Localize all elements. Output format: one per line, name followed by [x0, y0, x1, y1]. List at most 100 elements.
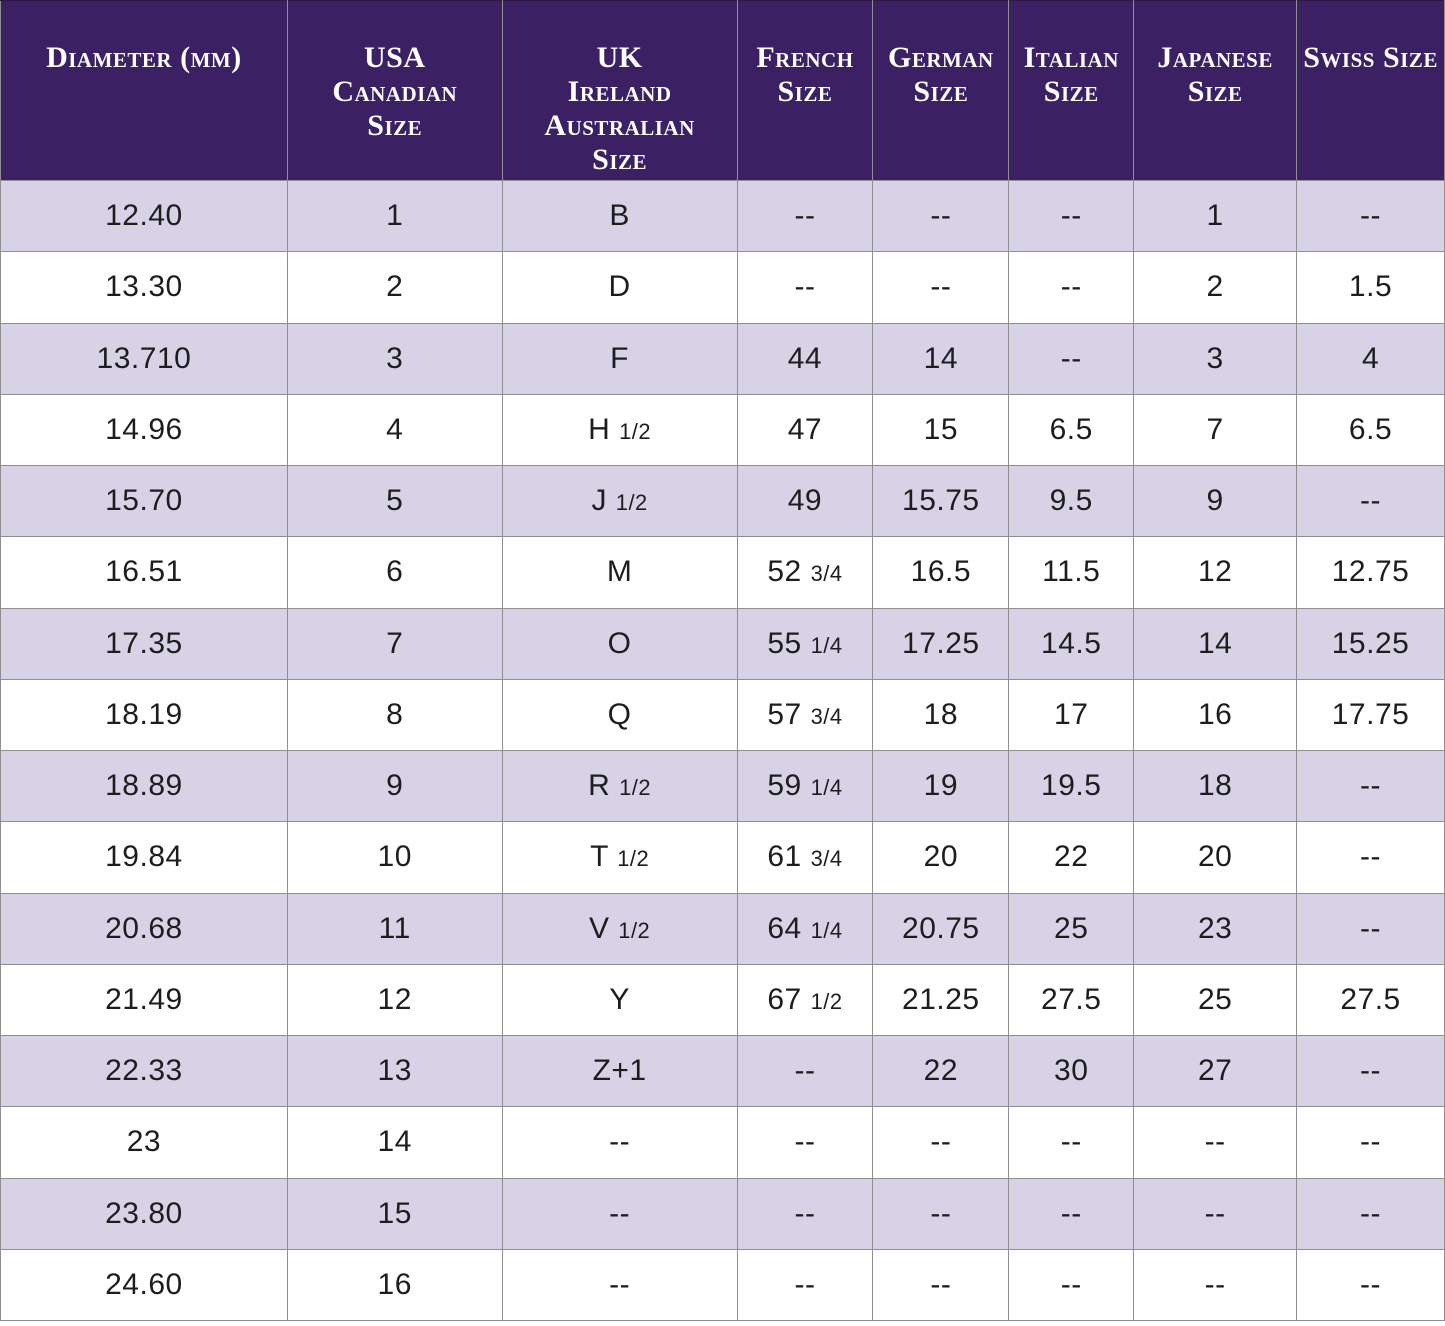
cell-diameter: 15.70	[0, 464, 288, 538]
fraction-text: 1/4	[810, 632, 843, 658]
cell-uk-ireland-australian: O	[501, 607, 738, 680]
table-row: 12.40 1 B -- -- -- 1 --	[0, 179, 1445, 253]
cell-diameter: 23.80	[0, 1177, 288, 1250]
cell-swiss: --	[1296, 179, 1445, 253]
cell-diameter: 24.60	[0, 1248, 288, 1322]
cell-diameter: 12.40	[0, 179, 288, 253]
cell-diameter: 21.49	[0, 963, 288, 1037]
cell-german: 19	[872, 749, 1010, 823]
cell-uk-ireland-australian: M	[501, 536, 738, 609]
table-row: 23 14 -- -- -- -- -- --	[0, 1106, 1445, 1179]
fraction-text: 3/4	[810, 703, 843, 729]
cell-italian: 17	[1008, 678, 1135, 752]
cell-uk-ireland-australian: --	[501, 1106, 738, 1179]
cell-swiss: --	[1296, 1034, 1445, 1108]
cell-japanese: --	[1133, 1177, 1298, 1250]
cell-swiss: --	[1296, 1177, 1445, 1250]
cell-italian: 22	[1008, 821, 1135, 894]
cell-swiss: --	[1296, 1248, 1445, 1322]
cell-usa-canadian: 4	[286, 393, 503, 467]
cell-uk-ireland-australian: J 1/2	[501, 464, 738, 538]
cell-uk-ireland-australian: --	[501, 1177, 738, 1250]
cell-diameter: 16.51	[0, 536, 288, 609]
cell-italian: 11.5	[1008, 536, 1135, 609]
cell-usa-canadian: 15	[286, 1177, 503, 1250]
cell-uk-ireland-australian: Z+1	[501, 1034, 738, 1108]
cell-japanese: 25	[1133, 963, 1298, 1037]
cell-japanese: 23	[1133, 892, 1298, 965]
cell-italian: 27.5	[1008, 963, 1135, 1037]
cell-german: 15.75	[872, 464, 1010, 538]
cell-usa-canadian: 2	[286, 251, 503, 324]
cell-german: --	[872, 179, 1010, 253]
cell-german: 14	[872, 322, 1010, 395]
table-row: 16.51 6 M 52 3/4 16.5 11.5 12 12.75	[0, 536, 1445, 609]
cell-usa-canadian: 16	[286, 1248, 503, 1322]
cell-japanese: 14	[1133, 607, 1298, 680]
column-header-italian: Italian Size	[1008, 0, 1135, 181]
cell-usa-canadian: 9	[286, 749, 503, 823]
cell-german: 20.75	[872, 892, 1010, 965]
cell-german: --	[872, 1106, 1010, 1179]
table-row: 19.84 10 T 1/2 61 3/4 20 22 20 --	[0, 821, 1445, 894]
cell-usa-canadian: 1	[286, 179, 503, 253]
cell-french: 47	[736, 393, 874, 467]
table-row: 13.30 2 D -- -- -- 2 1.5	[0, 251, 1445, 324]
fraction-text: 1/2	[617, 846, 650, 872]
cell-usa-canadian: 6	[286, 536, 503, 609]
cell-japanese: 16	[1133, 678, 1298, 752]
cell-uk-ireland-australian: Y	[501, 963, 738, 1037]
cell-usa-canadian: 14	[286, 1106, 503, 1179]
cell-french: 49	[736, 464, 874, 538]
cell-italian: 9.5	[1008, 464, 1135, 538]
cell-french: --	[736, 1248, 874, 1322]
fraction-text: 3/4	[810, 846, 843, 872]
cell-uk-ireland-australian: B	[501, 179, 738, 253]
cell-japanese: 12	[1133, 536, 1298, 609]
cell-diameter: 23	[0, 1106, 288, 1179]
cell-german: 22	[872, 1034, 1010, 1108]
cell-japanese: 20	[1133, 821, 1298, 894]
cell-swiss: 15.25	[1296, 607, 1445, 680]
cell-french: --	[736, 1034, 874, 1108]
cell-french: 44	[736, 322, 874, 395]
fraction-text: 1/4	[810, 775, 843, 801]
cell-japanese: 7	[1133, 393, 1298, 467]
cell-usa-canadian: 12	[286, 963, 503, 1037]
fraction-text: 1/2	[619, 418, 652, 444]
cell-french: 55 1/4	[736, 607, 874, 680]
cell-diameter: 18.89	[0, 749, 288, 823]
fraction-text: 3/4	[810, 561, 843, 587]
cell-italian: 19.5	[1008, 749, 1135, 823]
cell-japanese: 18	[1133, 749, 1298, 823]
cell-italian: 30	[1008, 1034, 1135, 1108]
cell-diameter: 18.19	[0, 678, 288, 752]
table-row: 18.19 8 Q 57 3/4 18 17 16 17.75	[0, 678, 1445, 752]
table-row: 13.710 3 F 44 14 -- 3 4	[0, 322, 1445, 395]
cell-usa-canadian: 11	[286, 892, 503, 965]
header-row: Diameter (mm) USA Canadian Size UK Ireland…	[0, 0, 1445, 181]
cell-italian: 14.5	[1008, 607, 1135, 680]
fraction-text: 1/2	[810, 988, 843, 1014]
cell-italian: --	[1008, 179, 1135, 253]
cell-french: 67 1/2	[736, 963, 874, 1037]
cell-diameter: 13.30	[0, 251, 288, 324]
cell-diameter: 20.68	[0, 892, 288, 965]
cell-french: --	[736, 1177, 874, 1250]
column-header-french: French Size	[736, 0, 874, 181]
cell-german: 21.25	[872, 963, 1010, 1037]
table-row: 14.96 4 H 1/2 47 15 6.5 7 6.5	[0, 393, 1445, 467]
cell-german: --	[872, 251, 1010, 324]
fraction-text: 1/4	[810, 917, 843, 943]
cell-japanese: --	[1133, 1248, 1298, 1322]
table-row: 23.80 15 -- -- -- -- -- --	[0, 1177, 1445, 1250]
cell-german: 20	[872, 821, 1010, 894]
cell-french: 59 1/4	[736, 749, 874, 823]
cell-diameter: 17.35	[0, 607, 288, 680]
cell-italian: --	[1008, 251, 1135, 324]
cell-uk-ireland-australian: F	[501, 322, 738, 395]
column-header-german: German Size	[872, 0, 1010, 181]
cell-swiss: 12.75	[1296, 536, 1445, 609]
